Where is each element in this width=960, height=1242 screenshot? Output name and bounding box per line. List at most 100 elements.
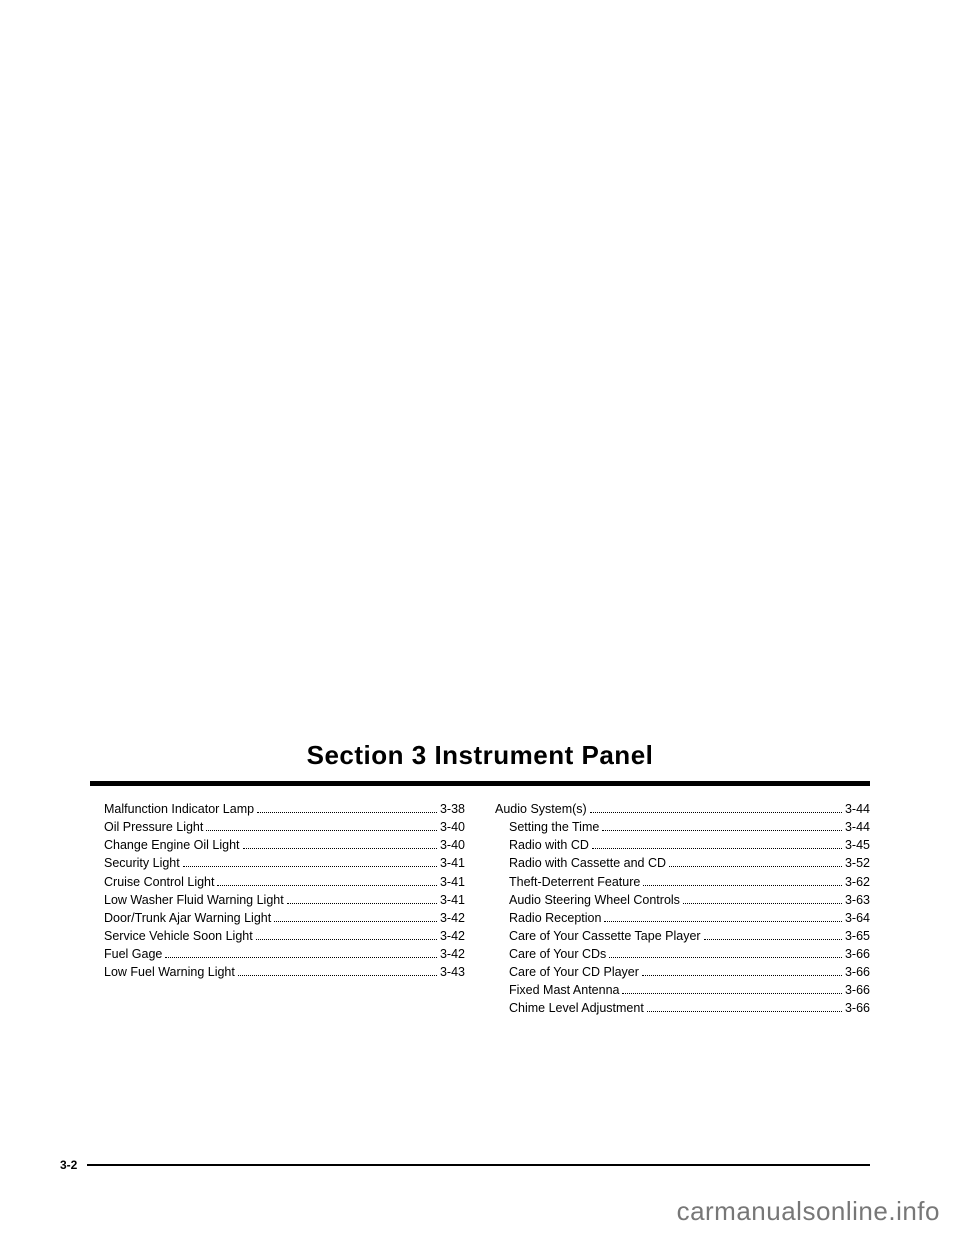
toc-entry-label: Theft-Deterrent Feature: [509, 873, 640, 891]
toc-entry-label: Cruise Control Light: [104, 873, 214, 891]
toc-leader-dots: [274, 914, 437, 922]
toc-entry-label: Service Vehicle Soon Light: [104, 927, 253, 945]
toc-leader-dots: [622, 986, 841, 994]
toc-entry-page: 3-41: [440, 873, 465, 891]
toc-leader-dots: [165, 950, 437, 958]
toc-entry: Radio Reception 3-64: [495, 909, 870, 927]
toc-entry-label: Low Washer Fluid Warning Light: [104, 891, 284, 909]
toc-entry-page: 3-42: [440, 927, 465, 945]
toc-entry: Radio with CD 3-45: [495, 836, 870, 854]
toc-entry: Door/Trunk Ajar Warning Light 3-42: [90, 909, 465, 927]
toc-entry: Care of Your Cassette Tape Player 3-65: [495, 927, 870, 945]
toc-entry-label: Oil Pressure Light: [104, 818, 203, 836]
footer-line: 3-2: [60, 1158, 870, 1172]
toc-entry-page: 3-45: [845, 836, 870, 854]
toc-entry-label: Malfunction Indicator Lamp: [104, 800, 254, 818]
toc-leader-dots: [206, 823, 437, 831]
toc-entry-page: 3-66: [845, 981, 870, 999]
toc-entry-label: Security Light: [104, 854, 180, 872]
toc-leader-dots: [217, 878, 437, 886]
toc-entry-label: Change Engine Oil Light: [104, 836, 240, 854]
toc-entry-page: 3-66: [845, 963, 870, 981]
toc-entry-page: 3-40: [440, 836, 465, 854]
toc-leader-dots: [647, 1005, 842, 1013]
toc-entry-label: Radio Reception: [509, 909, 601, 927]
section-title: Section 3 Instrument Panel: [90, 740, 870, 771]
toc-entry: Low Fuel Warning Light 3-43: [90, 963, 465, 981]
section-header: Section 3 Instrument Panel: [90, 740, 870, 786]
toc-entry-page: 3-66: [845, 999, 870, 1017]
toc-entry-label: Radio with Cassette and CD: [509, 854, 666, 872]
toc-entry: Fuel Gage 3-42: [90, 945, 465, 963]
toc-entry-page: 3-44: [845, 800, 870, 818]
toc-entry: Oil Pressure Light 3-40: [90, 818, 465, 836]
toc-leader-dots: [183, 860, 437, 868]
toc-leader-dots: [683, 896, 842, 904]
toc-leader-dots: [642, 968, 842, 976]
page-number: 3-2: [60, 1158, 87, 1172]
toc-entry-page: 3-42: [440, 945, 465, 963]
toc-entry: Radio with Cassette and CD 3-52: [495, 854, 870, 872]
footer-rule: [87, 1164, 870, 1166]
toc-entry-label: Audio Steering Wheel Controls: [509, 891, 680, 909]
toc-entry-page: 3-41: [440, 891, 465, 909]
toc-entry: Audio Steering Wheel Controls 3-63: [495, 891, 870, 909]
toc-entry-label: Low Fuel Warning Light: [104, 963, 235, 981]
toc-entry-page: 3-65: [845, 927, 870, 945]
toc-leader-dots: [669, 860, 842, 868]
toc-entry-page: 3-66: [845, 945, 870, 963]
toc-entry-label: Fixed Mast Antenna: [509, 981, 619, 999]
toc-entry: Theft-Deterrent Feature 3-62: [495, 873, 870, 891]
toc-entry-label: Chime Level Adjustment: [509, 999, 644, 1017]
toc-entry-label: Setting the Time: [509, 818, 599, 836]
toc-leader-dots: [592, 841, 842, 849]
watermark-text: carmanualsonline.info: [677, 1196, 940, 1227]
toc-leader-dots: [604, 914, 842, 922]
toc-entry-label: Care of Your CDs: [509, 945, 606, 963]
toc-entry-label: Door/Trunk Ajar Warning Light: [104, 909, 271, 927]
toc-entry-page: 3-44: [845, 818, 870, 836]
toc-entry: Chime Level Adjustment 3-66: [495, 999, 870, 1017]
toc-leader-dots: [238, 968, 437, 976]
toc-entry: Audio System(s) 3-44: [495, 800, 870, 818]
toc-leader-dots: [609, 950, 842, 958]
toc-entry: Care of Your CD Player 3-66: [495, 963, 870, 981]
toc-entry-page: 3-62: [845, 873, 870, 891]
toc-entry-label: Audio System(s): [495, 800, 587, 818]
table-of-contents: Malfunction Indicator Lamp3-38Oil Pressu…: [90, 800, 870, 1018]
toc-leader-dots: [256, 932, 437, 940]
toc-entry: Fixed Mast Antenna 3-66: [495, 981, 870, 999]
toc-entry: Security Light 3-41: [90, 854, 465, 872]
toc-leader-dots: [602, 823, 842, 831]
toc-entry: Setting the Time 3-44: [495, 818, 870, 836]
toc-entry-page: 3-40: [440, 818, 465, 836]
toc-leader-dots: [643, 878, 842, 886]
toc-entry-label: Care of Your Cassette Tape Player: [509, 927, 701, 945]
toc-entry-label: Radio with CD: [509, 836, 589, 854]
toc-leader-dots: [257, 805, 437, 813]
toc-entry-page: 3-63: [845, 891, 870, 909]
toc-leader-dots: [590, 805, 842, 813]
toc-entry: Change Engine Oil Light 3-40: [90, 836, 465, 854]
toc-entry-page: 3-38: [440, 800, 465, 818]
toc-entry-page: 3-41: [440, 854, 465, 872]
toc-entry-page: 3-52: [845, 854, 870, 872]
toc-leader-dots: [287, 896, 437, 904]
manual-page: Section 3 Instrument Panel Malfunction I…: [0, 0, 960, 1242]
toc-entry: Care of Your CDs 3-66: [495, 945, 870, 963]
toc-entry-label: Fuel Gage: [104, 945, 162, 963]
toc-entry: Low Washer Fluid Warning Light 3-41: [90, 891, 465, 909]
toc-entry-label: Care of Your CD Player: [509, 963, 639, 981]
toc-entry: Service Vehicle Soon Light 3-42: [90, 927, 465, 945]
toc-leader-dots: [704, 932, 842, 940]
toc-entry-page: 3-42: [440, 909, 465, 927]
page-footer: 3-2: [60, 1158, 870, 1172]
toc-left-column: Malfunction Indicator Lamp3-38Oil Pressu…: [90, 800, 465, 1018]
toc-entry: Malfunction Indicator Lamp 3-38: [90, 800, 465, 818]
header-rule: [90, 781, 870, 786]
toc-entry-page: 3-64: [845, 909, 870, 927]
toc-entry-page: 3-43: [440, 963, 465, 981]
toc-right-column: Audio System(s)3-44Setting the Time3-44R…: [495, 800, 870, 1018]
toc-entry: Cruise Control Light 3-41: [90, 873, 465, 891]
toc-leader-dots: [243, 841, 437, 849]
